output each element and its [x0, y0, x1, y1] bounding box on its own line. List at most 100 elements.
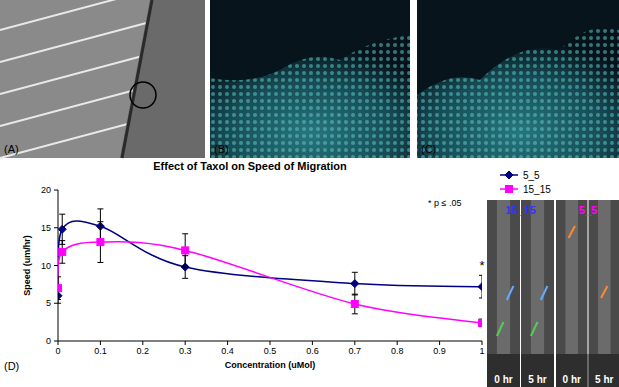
x-tick-label: 0.9 — [433, 346, 446, 356]
arrow — [507, 286, 514, 300]
timelapse-group: 0 hr5 hr15_15 — [487, 200, 554, 387]
figure: (A)(B)(C)0 hr5 hr15_150 hr5 hr5_5Effect … — [0, 0, 619, 387]
y-tick — [54, 190, 58, 191]
y-tick-label: 5 — [46, 298, 51, 308]
y-tick-label: 10 — [41, 261, 51, 271]
frame-time: 0 hr — [563, 374, 581, 385]
panel-label: (D) — [4, 360, 19, 372]
x-tick-label: 0.4 — [221, 346, 234, 356]
x-tick-label: 0.7 — [349, 346, 362, 356]
x-tick-label: 1 — [479, 346, 484, 356]
data-point — [97, 239, 104, 246]
x-tick-label: 0.3 — [179, 346, 192, 356]
error-bar — [59, 241, 65, 264]
series-line — [58, 242, 482, 323]
micro-panel: (C) — [417, 0, 619, 158]
channel-line — [0, 54, 150, 94]
error-cap — [182, 233, 188, 234]
x-tick-label: 0.5 — [264, 346, 277, 356]
x-tick-label: 0 — [55, 346, 60, 356]
series — [58, 209, 482, 303]
edge-line — [122, 0, 152, 158]
channel-line — [0, 22, 150, 62]
panel-image — [417, 0, 619, 158]
panel-image — [210, 0, 410, 158]
micro-panel: (A) — [0, 0, 205, 158]
frame-bottom — [521, 354, 554, 387]
error-cap — [97, 221, 103, 222]
error-cap — [59, 263, 65, 264]
chart: Effect of Taxol on Speed of Migration (D)… — [4, 160, 551, 372]
highlight-circle — [130, 82, 156, 108]
error-bar — [352, 294, 358, 314]
series-line — [58, 221, 482, 296]
panel-label: (A) — [4, 143, 19, 155]
x-tick — [185, 341, 186, 345]
error-cap — [352, 294, 358, 295]
plot-area — [58, 209, 482, 327]
micro-panel: (B) — [210, 0, 410, 158]
x-tick — [270, 341, 271, 345]
error-bar — [97, 222, 103, 263]
x-tick — [482, 341, 483, 345]
arrow — [601, 286, 607, 298]
frame-image — [589, 200, 619, 387]
y-axis-title: Speed (um/hr) — [22, 235, 32, 296]
y-tick — [54, 303, 58, 304]
error-cap — [59, 240, 65, 241]
error-cap — [182, 278, 188, 279]
x-tick-label: 0.2 — [137, 346, 150, 356]
frame-time: 5 hr — [595, 374, 613, 385]
legend-label: 5_5 — [523, 170, 540, 181]
x-tick-label: 0.1 — [94, 346, 107, 356]
x-tick-label: 0.6 — [306, 346, 319, 356]
y-tick-label: 15 — [41, 223, 51, 233]
y-tick — [54, 341, 58, 342]
frame-time: 0 hr — [494, 374, 512, 385]
error-cap — [352, 272, 358, 273]
reservoir — [120, 0, 205, 158]
data-point — [58, 285, 62, 292]
group-label: 15_15 — [505, 204, 536, 216]
cell-region — [417, 28, 619, 159]
canvas: (A)(B)(C)0 hr5 hr15_150 hr5 hr5_5Effect … — [0, 0, 619, 387]
x-axis-title: Concentration (uMol) — [225, 360, 316, 370]
x-tick — [58, 341, 59, 345]
legend: 5_5 15_15 — [500, 170, 551, 195]
frame-image — [521, 200, 554, 387]
legend-marker — [506, 186, 513, 193]
arrow — [541, 286, 548, 300]
frame-bottom — [556, 354, 588, 387]
error-cap — [97, 262, 103, 263]
error-bar — [479, 319, 482, 327]
x-tick — [227, 341, 228, 345]
error-cap — [182, 267, 188, 268]
data-point — [58, 292, 62, 300]
y-tick — [54, 265, 58, 266]
data-point — [478, 283, 482, 291]
panel-label: (C) — [421, 143, 436, 155]
frame-bottom — [487, 354, 520, 387]
error-cap — [58, 276, 61, 277]
error-bar — [479, 275, 482, 298]
chart-title: Effect of Taxol on Speed of Migration — [153, 160, 347, 172]
error-bar — [352, 272, 358, 295]
x-tick-label: 0.8 — [391, 346, 404, 356]
legend-label: 15_15 — [523, 184, 551, 195]
group-label: 5_5 — [579, 204, 597, 216]
panel-label: (B) — [214, 143, 229, 155]
frame-image — [487, 200, 520, 387]
data-point — [351, 301, 358, 308]
arrow — [497, 322, 504, 336]
data-point — [58, 225, 66, 233]
arrow — [531, 322, 538, 336]
arrow — [569, 226, 575, 238]
error-cap — [479, 275, 482, 276]
cell-region — [210, 35, 410, 158]
annotation: * p ≤ .05 — [428, 198, 461, 208]
x-tick — [439, 341, 440, 345]
x-tick — [397, 341, 398, 345]
error-cap — [58, 299, 61, 300]
data-point — [182, 247, 189, 254]
x-tick — [312, 341, 313, 345]
